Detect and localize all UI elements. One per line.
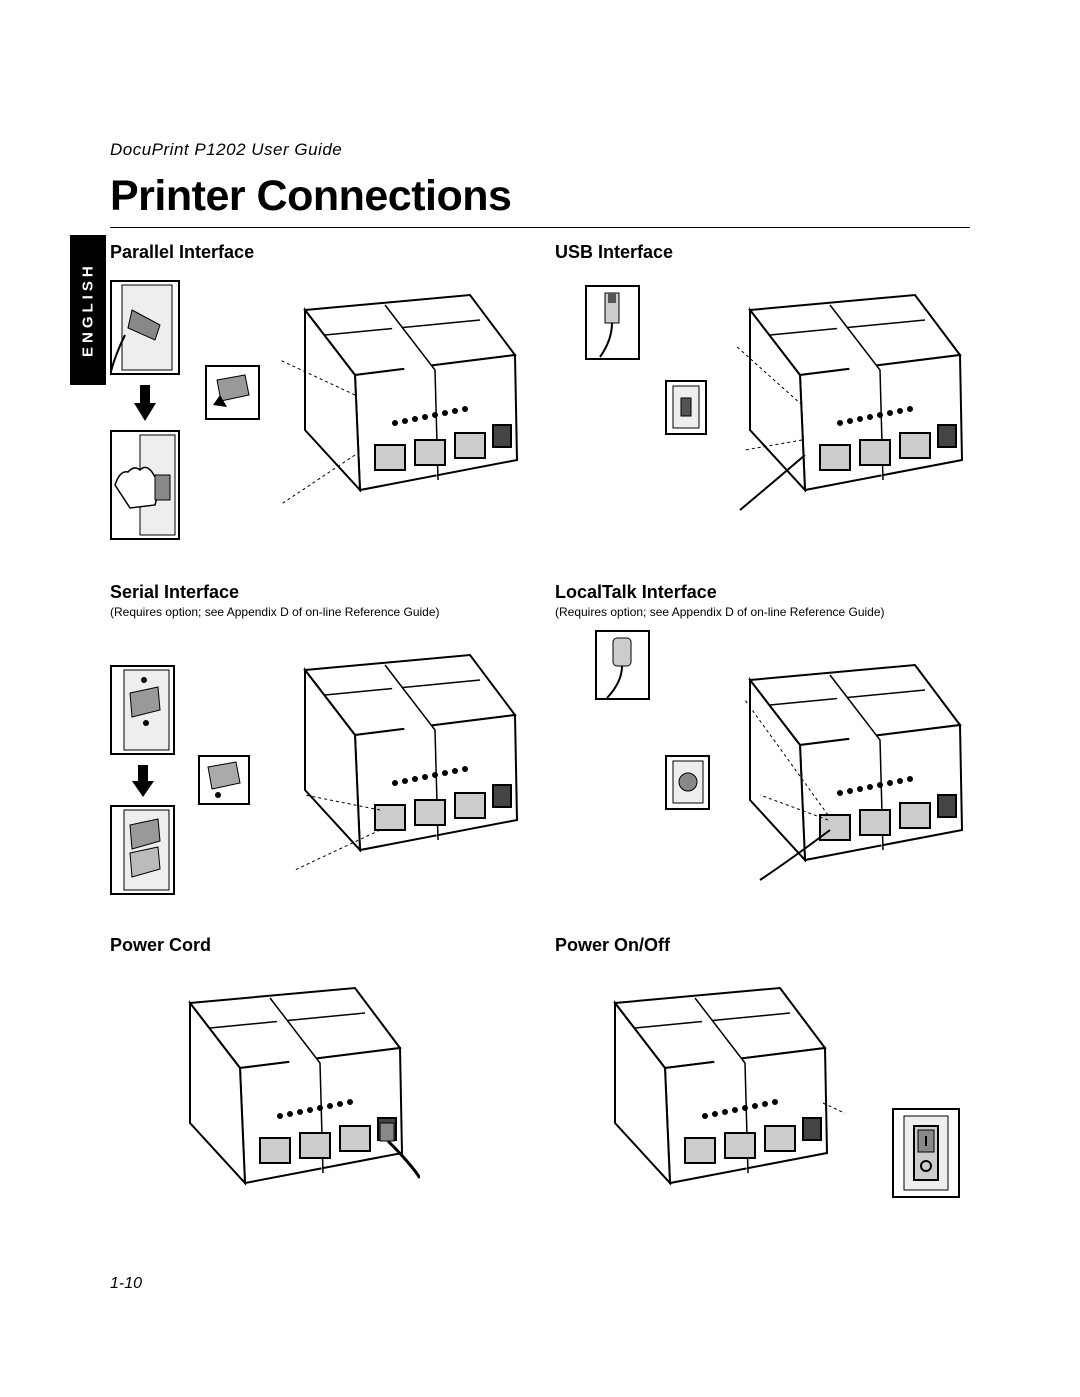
arrow-down-icon: [132, 383, 158, 423]
detail-port-icon: [110, 280, 180, 375]
cell-poweron: Power On/Off: [555, 935, 970, 1255]
illus-serial: [110, 625, 525, 915]
detail-usb-plug-icon: [585, 285, 640, 360]
page-content: DocuPrint P1202 User Guide Printer Conne…: [110, 140, 970, 1293]
cell-title-parallel: Parallel Interface: [110, 242, 525, 263]
cell-title-poweron: Power On/Off: [555, 935, 970, 956]
cell-title-powercord: Power Cord: [110, 935, 525, 956]
language-tab: ENGLISH: [70, 235, 106, 385]
detail-power-switch-icon: [892, 1108, 960, 1198]
cell-parallel: Parallel Interface: [110, 242, 525, 562]
illus-parallel: [110, 265, 525, 555]
detail-serial-icon: [110, 665, 175, 755]
detail-serial2-icon: [110, 805, 175, 895]
illus-poweron: [555, 958, 970, 1248]
document-header: DocuPrint P1202 User Guide: [110, 140, 970, 160]
cell-note-localtalk: (Requires option; see Appendix D of on-l…: [555, 605, 970, 619]
cell-usb: USB Interface: [555, 242, 970, 562]
page-number: 1-10: [110, 1275, 970, 1293]
page-title: Printer Connections: [110, 172, 970, 228]
cell-powercord: Power Cord: [110, 935, 525, 1255]
printer-icon: [690, 645, 980, 885]
printer-icon: [245, 275, 535, 515]
illus-usb: [555, 265, 970, 555]
connections-grid: Parallel Interface: [110, 242, 970, 1255]
printer-icon: [690, 275, 980, 515]
illus-powercord: [110, 958, 525, 1248]
cell-localtalk: LocalTalk Interface (Requires option; se…: [555, 582, 970, 915]
arrow-down-icon: [130, 763, 156, 799]
printer-icon: [130, 968, 420, 1208]
cell-title-serial: Serial Interface: [110, 582, 525, 603]
detail-clip-icon: [205, 365, 260, 420]
printer-icon: [245, 635, 535, 875]
cell-note-serial: (Requires option; see Appendix D of on-l…: [110, 605, 525, 619]
printer-icon: [555, 968, 845, 1208]
cell-title-usb: USB Interface: [555, 242, 970, 263]
detail-hand-icon: [110, 430, 180, 540]
detail-localtalk-port-icon: [665, 755, 710, 810]
detail-localtalk-plug-icon: [595, 630, 650, 700]
cell-title-localtalk: LocalTalk Interface: [555, 582, 970, 603]
detail-bracket-icon: [198, 755, 250, 805]
detail-usb-port-icon: [665, 380, 707, 435]
illus-localtalk: [555, 625, 970, 915]
cell-serial: Serial Interface (Requires option; see A…: [110, 582, 525, 915]
